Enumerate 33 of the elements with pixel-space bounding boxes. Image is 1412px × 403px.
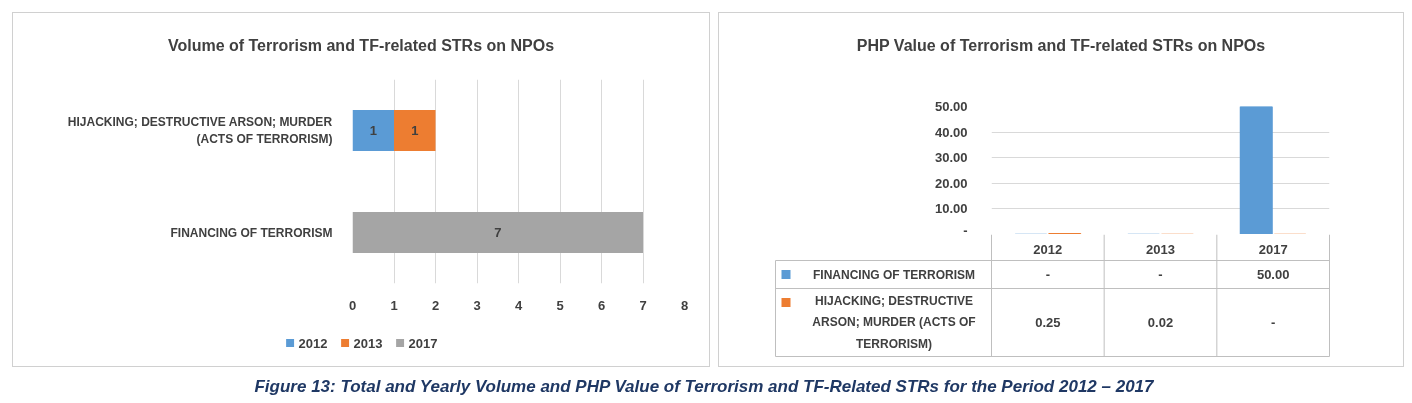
x-tick-label: 1 — [390, 297, 398, 313]
y-tick-label: - — [963, 222, 968, 238]
data-label: - — [1158, 267, 1163, 282]
y-tick-label: 40.00 — [934, 124, 968, 140]
chart-title: PHP Value of Terrorism and TF-related STRs on NPOs — [855, 36, 1267, 56]
caption: Figure 13: Total and Yearly Volume and PHP Value of Terrorism and TF-Related STRs for the Period 2012 – 2017 — [253, 376, 1155, 398]
y-tick-label: 10.00 — [934, 201, 968, 217]
x-tick-label: 8 — [680, 297, 689, 313]
legend-label: 2012 — [298, 335, 328, 350]
y-tick-label: 30.00 — [934, 150, 968, 166]
x-tick-label: 3 — [473, 297, 481, 313]
legend-label: 2013 — [353, 335, 383, 350]
x-tick-label: 6 — [597, 297, 606, 313]
y-tick-label: 20.00 — [934, 175, 968, 191]
data-label: 0.25 — [1035, 315, 1061, 330]
y-tick-label: 50.00 — [934, 99, 968, 114]
x-tick-label: 2 — [431, 297, 440, 313]
data-label: 1 — [411, 123, 419, 138]
chart-title: Volume of Terrorism and TF-related STRs on NPOs — [166, 36, 556, 56]
legend-label: 2017 — [408, 335, 438, 350]
x-tick-label: 2012 — [1033, 242, 1063, 257]
data-label: 1 — [369, 123, 377, 138]
data-label: - — [1271, 315, 1276, 330]
data-label: 0.02 — [1147, 315, 1174, 330]
x-tick-label: 4 — [514, 297, 523, 313]
x-tick-label: 5 — [556, 297, 564, 313]
data-label: - — [1045, 267, 1051, 282]
x-tick-label: 2013 — [1146, 242, 1175, 257]
data-label: 7 — [494, 225, 502, 240]
data-label: 50.00 — [1256, 267, 1290, 282]
x-tick-label: 0 — [348, 297, 357, 313]
x-tick-label: 2017 — [1258, 242, 1288, 257]
x-tick-label: 7 — [639, 297, 647, 313]
